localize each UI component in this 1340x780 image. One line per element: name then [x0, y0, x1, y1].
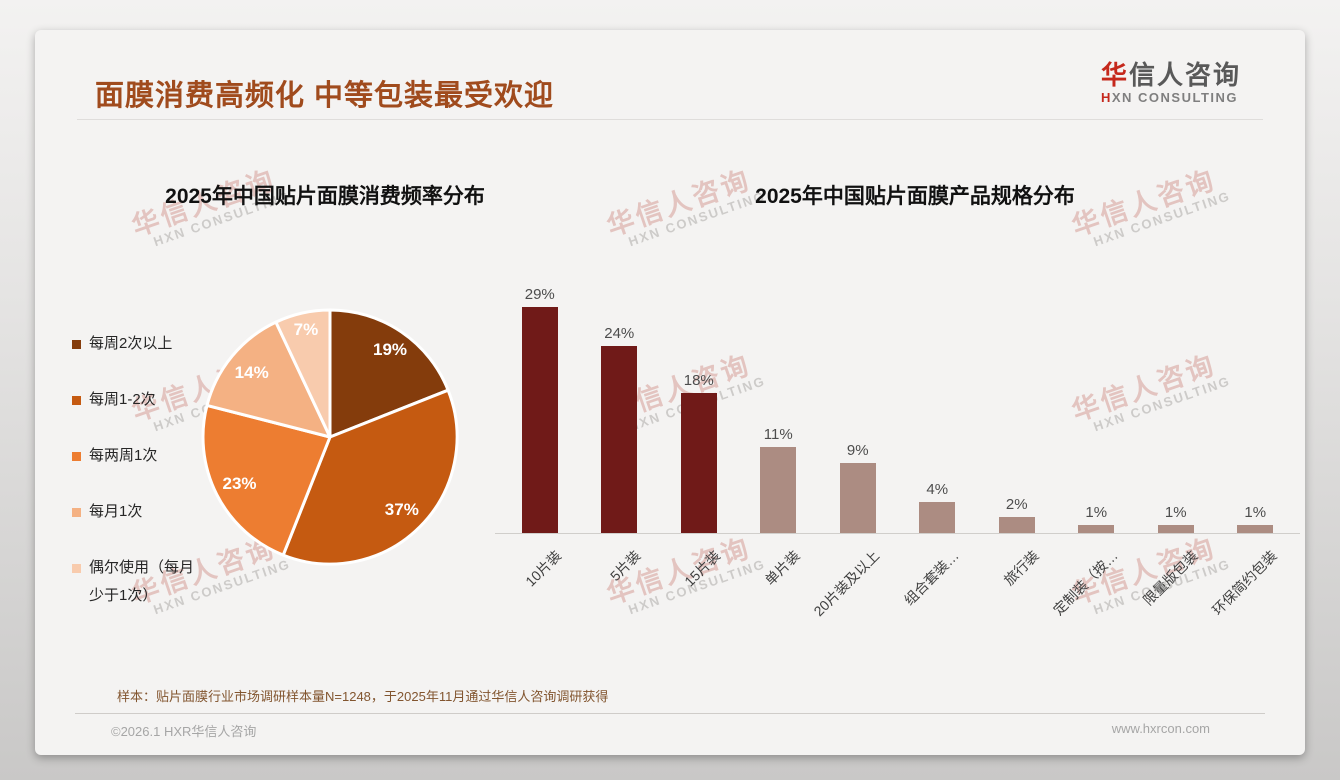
bar-value-label: 1% [1244, 504, 1267, 522]
bar-value-label: 1% [1085, 504, 1108, 522]
brand-logo-accent-char: 华 [1100, 60, 1129, 90]
bar-x-label: 20片装及以上 [810, 547, 883, 620]
pie-legend-item: 每两周1次 [72, 442, 202, 470]
bar-chart-title: 2025年中国贴片面膜产品规格分布 [755, 185, 1075, 208]
pie-slice [274, 308, 332, 439]
bar-chart-plot: 29% 24% 18% 11% 9% 4% 2% 1% 1% 1% [500, 270, 1295, 533]
pie-legend-swatch [72, 564, 81, 573]
bar [998, 517, 1035, 533]
brand-logo-english: HXN CONSULTING [1101, 90, 1241, 105]
bar-chart-x-axis-line [495, 533, 1300, 534]
brand-logo-rest-chars: 信人咨询 [1128, 60, 1241, 90]
website-url: www.hxrcon.com [1111, 721, 1210, 736]
pie-slice [201, 403, 332, 557]
bar-value-label: 2% [1005, 496, 1028, 514]
bar [1157, 525, 1194, 533]
bar-x-label: 单片装 [761, 547, 803, 589]
bar-value-label: 11% [763, 426, 793, 444]
pie-legend-swatch [72, 508, 81, 517]
bar-value-label: 24% [604, 324, 635, 342]
brand-logo-chinese: 华信人咨询 [1101, 60, 1241, 90]
bar [1237, 525, 1274, 533]
bar-x-label: 5片装 [607, 547, 644, 585]
pie-data-label: 37% [385, 500, 419, 519]
footer-divider [75, 713, 1265, 714]
bar-value-label: 9% [846, 441, 869, 459]
bar-value-label: 29% [524, 285, 555, 303]
slide-card: 华信人咨询 HXN CONSULTING 华信人咨询 HXN CONSULTING 华信… [35, 30, 1305, 755]
pie-data-label: 7% [294, 320, 319, 339]
bar [601, 345, 638, 533]
pie-legend-item: 每周2次以上 [72, 330, 202, 358]
pie-legend-label: 偶尔使用（每月少于1次） [89, 559, 195, 604]
pie-slice [328, 308, 450, 439]
bar-value-label: 18% [683, 371, 714, 389]
pie-data-label: 19% [373, 340, 407, 359]
pie-legend-swatch [72, 396, 81, 405]
source-note: 样本：贴片面膜行业市场调研样本量N=1248，于2025年11月通过华信人咨询调… [117, 689, 609, 704]
bar [521, 306, 558, 533]
brand-logo: 华信人咨询 HXN CONSULTING [1101, 60, 1241, 105]
pie-legend-label: 每周2次以上 [89, 335, 173, 352]
pie-chart: 19% 37% 23% 14% 7% [201, 308, 459, 566]
bar [680, 392, 717, 533]
bar-x-label: 15片装 [681, 547, 724, 590]
brand-logo-en-accent: H [1100, 90, 1112, 105]
bar-value-label: 1% [1164, 504, 1187, 522]
pie-legend-item: 偶尔使用（每月少于1次） [72, 554, 202, 610]
bar-x-label: 旅行装 [1000, 547, 1042, 589]
pie-data-label: 23% [222, 474, 256, 493]
bar-x-label: 定制装（按… [1050, 547, 1121, 619]
brand-logo-en-rest: XN CONSULTING [1111, 90, 1239, 105]
bar-x-label: 限量版包装 [1139, 547, 1201, 609]
pie-legend-item: 每周1-2次 [72, 386, 202, 414]
bar [839, 462, 876, 533]
pie-legend-item: 每月1次 [72, 498, 202, 526]
pie-chart-legend: 每周2次以上 每周1-2次 每两周1次每月1次偶尔使用（每月少于1次） [72, 330, 202, 638]
pie-legend-label: 每月1次 [89, 503, 143, 520]
bar-x-label: 环保简约包装 [1209, 547, 1280, 619]
pie-legend-swatch [72, 452, 81, 461]
pie-legend-label: 每周1-2次 [89, 391, 156, 408]
pie-slice [205, 320, 332, 439]
bar [760, 447, 797, 533]
page-title: 面膜消费高频化 中等包装最受欢迎 [95, 80, 555, 112]
pie-chart-title: 2025年中国贴片面膜消费频率分布 [165, 185, 485, 208]
pie-data-label: 14% [235, 363, 269, 382]
copyright-text: ©2026.1 HXR华信人咨询 [111, 724, 257, 739]
pie-legend-label: 每两周1次 [89, 447, 158, 464]
bar [919, 501, 956, 533]
bar [1078, 525, 1115, 533]
bar-x-label: 10片装 [522, 547, 565, 590]
bar-x-label: 组合套装… [901, 547, 962, 609]
bar-value-label: 4% [926, 480, 949, 498]
pie-legend-swatch [72, 340, 81, 349]
header-divider [77, 119, 1263, 120]
pie-slice [281, 388, 459, 566]
